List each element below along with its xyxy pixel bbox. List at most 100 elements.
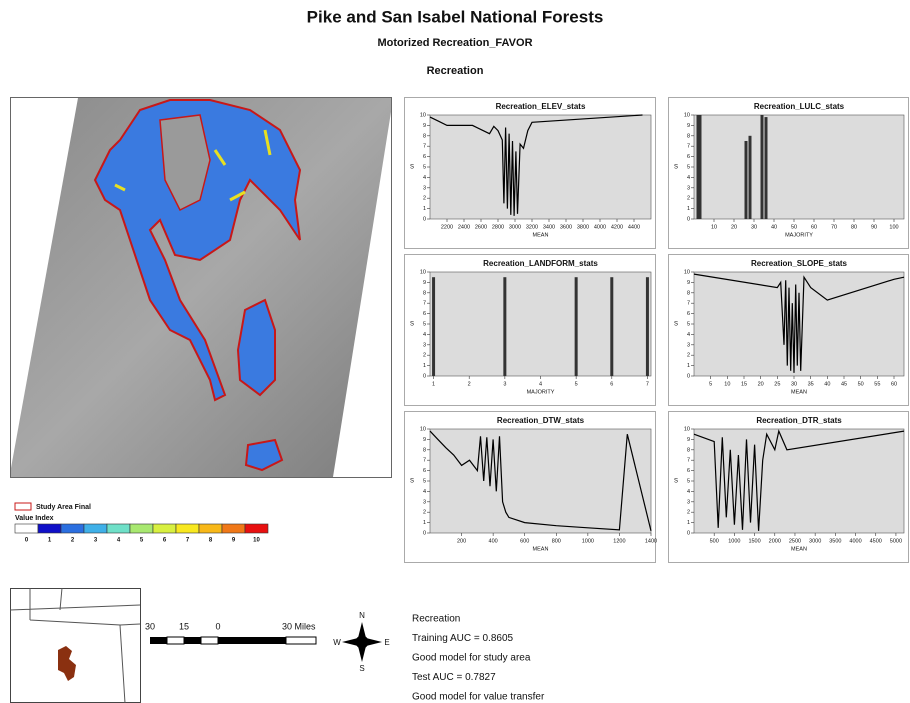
x-tick-label: 30 — [751, 224, 757, 230]
x-tick-label: 500 — [710, 538, 719, 544]
y-tick-label: 4 — [687, 489, 690, 495]
chart: Recreation_DTR_stats 0 1 2 3 4 5 6 7 8 9 10 500 1000 1… — [668, 411, 909, 563]
plot-area — [429, 271, 652, 377]
y-tick-label: 10 — [420, 426, 426, 432]
y-tick-label: 0 — [687, 216, 690, 222]
info-line: Test AUC = 0.7827 — [412, 672, 496, 683]
y-tick-label: 3 — [687, 185, 690, 191]
data-line — [693, 429, 905, 531]
legend-class-swatch — [106, 523, 131, 534]
high-values — [114, 129, 272, 202]
y-tick-label: 5 — [687, 321, 690, 327]
scale-segment — [218, 637, 286, 644]
bar — [748, 135, 752, 219]
x-tick-label: 4500 — [870, 538, 882, 544]
x-tick-label: 2800 — [492, 224, 504, 230]
y-tick-label: 5 — [423, 164, 426, 170]
x-tick-label: 5 — [709, 381, 712, 387]
chart: Recreation_ELEV_stats 0 1 2 3 4 5 6 7 8 9 10 2200 240… — [404, 97, 656, 249]
bar — [645, 277, 649, 376]
legend-class-swatch — [244, 523, 269, 534]
legend-class-swatch — [175, 523, 200, 534]
bar — [744, 141, 748, 219]
x-tick-label: 40 — [771, 224, 777, 230]
data-line — [429, 114, 643, 216]
x-axis-label: MEAN — [533, 546, 549, 552]
x-tick-label: 800 — [552, 538, 561, 544]
x-tick-label: 60 — [811, 224, 817, 230]
y-tick-label: 10 — [420, 269, 426, 275]
y-tick-label: 1 — [687, 520, 690, 526]
scale-bar: 30 15 0 30 Miles — [145, 621, 317, 645]
legend-class-label: 9 — [232, 538, 236, 544]
scale-segment — [184, 637, 201, 644]
legend-class-swatch — [198, 523, 223, 534]
x-tick-label: 50 — [858, 381, 864, 387]
x-tick-label: 400 — [489, 538, 498, 544]
y-tick-label: 8 — [687, 133, 690, 139]
y-axis-label: S — [410, 322, 414, 328]
compass-n: N — [359, 611, 365, 620]
x-tick-label: 4000 — [594, 224, 606, 230]
info-line: Good model for study area — [412, 653, 531, 664]
x-tick-label: 80 — [851, 224, 857, 230]
plot-area — [693, 428, 905, 534]
x-tick-label: 1 — [432, 381, 435, 387]
inset-study-area — [58, 646, 76, 681]
x-tick-label: 10 — [711, 224, 717, 230]
x-tick-label: 3000 — [509, 224, 521, 230]
bar — [574, 277, 578, 376]
x-tick-label: 4400 — [628, 224, 640, 230]
x-tick-label: 7 — [646, 381, 649, 387]
y-tick-label: 7 — [687, 458, 690, 464]
legend-class-label: 10 — [253, 538, 260, 544]
legend-class-label: 0 — [25, 538, 29, 544]
y-tick-label: 2 — [687, 353, 690, 359]
y-tick-label: 9 — [687, 123, 690, 129]
x-tick-label: 5000 — [890, 538, 902, 544]
scale-label: 30 — [145, 621, 155, 631]
x-tick-label: 1400 — [645, 538, 657, 544]
y-tick-label: 0 — [423, 530, 426, 536]
y-tick-label: 8 — [687, 447, 690, 453]
x-tick-label: 40 — [824, 381, 830, 387]
x-tick-label: 10 — [724, 381, 730, 387]
y-tick-label: 1 — [687, 363, 690, 369]
state-lines — [9, 587, 141, 703]
inset-map — [9, 587, 141, 703]
x-tick-label: 30 — [791, 381, 797, 387]
y-tick-label: 8 — [687, 290, 690, 296]
x-tick-label: 4 — [539, 381, 542, 387]
y-tick-label: 8 — [423, 290, 426, 296]
y-axis-label: S — [410, 479, 414, 485]
y-tick-label: 1 — [423, 206, 426, 212]
bar — [432, 277, 436, 376]
y-tick-label: 3 — [687, 342, 690, 348]
y-tick-label: 10 — [420, 112, 426, 118]
plot-area — [429, 114, 652, 220]
x-tick-label: 100 — [889, 224, 898, 230]
y-tick-label: 8 — [423, 133, 426, 139]
y-axis-label: S — [674, 165, 678, 171]
bar — [610, 277, 614, 376]
x-tick-label: 35 — [808, 381, 814, 387]
x-tick-label: 1000 — [582, 538, 594, 544]
legend-class-swatch — [129, 523, 154, 534]
x-tick-label: 2400 — [458, 224, 470, 230]
y-tick-label: 9 — [687, 280, 690, 286]
y-tick-label: 5 — [687, 478, 690, 484]
x-axis-label: MEAN — [791, 389, 807, 395]
y-tick-label: 6 — [423, 468, 426, 474]
legend-class-label: 2 — [71, 538, 75, 544]
y-tick-label: 2 — [687, 510, 690, 516]
y-tick-label: 1 — [423, 520, 426, 526]
x-tick-label: 3800 — [577, 224, 589, 230]
y-tick-label: 4 — [687, 175, 690, 181]
x-tick-label: 45 — [841, 381, 847, 387]
y-tick-label: 10 — [684, 269, 690, 275]
y-tick-label: 2 — [423, 510, 426, 516]
plot-area — [693, 271, 905, 377]
legend-class-swatch — [221, 523, 246, 534]
y-tick-label: 0 — [687, 530, 690, 536]
